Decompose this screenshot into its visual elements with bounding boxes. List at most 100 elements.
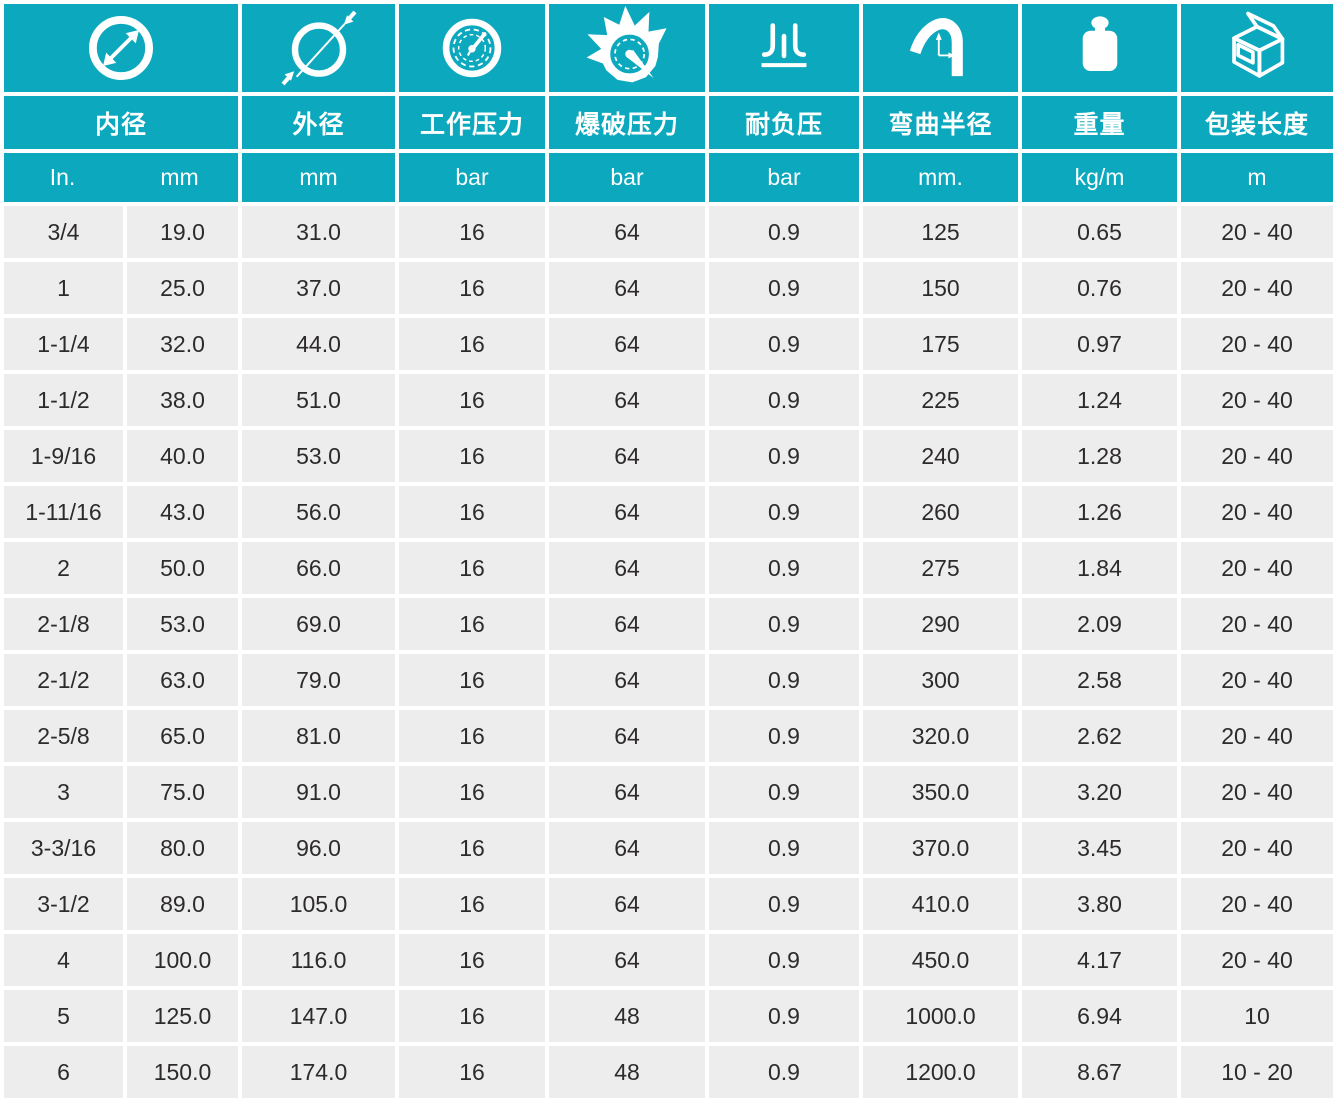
header-inner-diameter: 内径 bbox=[4, 96, 238, 149]
cell-id-mm: 150.0 bbox=[127, 1046, 238, 1098]
cell-weight: 3.80 bbox=[1022, 878, 1177, 930]
cell-bend-radius: 320.0 bbox=[863, 710, 1018, 762]
unit-weight: kg/m bbox=[1022, 153, 1177, 202]
cell-vacuum: 0.9 bbox=[709, 318, 859, 370]
cell-bend-radius: 175 bbox=[863, 318, 1018, 370]
cell-burst-pressure: 64 bbox=[549, 318, 705, 370]
inner-diameter-icon bbox=[89, 16, 153, 80]
label-row: 内径 外径 工作压力 爆破压力 耐负压 弯曲半径 重量 包装长度 bbox=[4, 96, 1333, 149]
cell-od-mm: 37.0 bbox=[242, 262, 395, 314]
icon-row bbox=[4, 4, 1333, 92]
cell-od-mm: 79.0 bbox=[242, 654, 395, 706]
cell-id-mm: 43.0 bbox=[127, 486, 238, 538]
weight-icon-cell bbox=[1022, 4, 1177, 92]
cell-burst-pressure: 64 bbox=[549, 598, 705, 650]
table-row: 3-1/2 89.0 105.0 16 64 0.9 410.0 3.80 20 - 40 bbox=[4, 878, 1333, 930]
package-icon bbox=[1232, 11, 1285, 78]
outer-diameter-icon bbox=[281, 10, 356, 86]
cell-burst-pressure: 64 bbox=[549, 542, 705, 594]
unit-mm: mm bbox=[160, 164, 199, 190]
cell-working-pressure: 16 bbox=[399, 374, 545, 426]
cell-id-mm: 32.0 bbox=[127, 318, 238, 370]
cell-id-inch: 1-11/16 bbox=[4, 486, 123, 538]
cell-id-inch: 3-3/16 bbox=[4, 822, 123, 874]
cell-od-mm: 81.0 bbox=[242, 710, 395, 762]
cell-od-mm: 51.0 bbox=[242, 374, 395, 426]
cell-id-inch: 1-1/2 bbox=[4, 374, 123, 426]
unit-row: In. mm mm bar bar bar mm. kg/m m bbox=[4, 153, 1333, 202]
cell-vacuum: 0.9 bbox=[709, 990, 859, 1042]
header-outer-diameter: 外径 bbox=[242, 96, 395, 149]
table-header: 内径 外径 工作压力 爆破压力 耐负压 弯曲半径 重量 包装长度 In. mm … bbox=[4, 4, 1333, 202]
unit-outer-diameter: mm bbox=[242, 153, 395, 202]
cell-burst-pressure: 64 bbox=[549, 822, 705, 874]
vacuum-icon bbox=[761, 23, 807, 68]
working-pressure-icon bbox=[442, 18, 502, 78]
cell-working-pressure: 16 bbox=[399, 318, 545, 370]
cell-packing-length: 10 - 20 bbox=[1181, 1046, 1333, 1098]
cell-burst-pressure: 64 bbox=[549, 654, 705, 706]
table-row: 1 25.0 37.0 16 64 0.9 150 0.76 20 - 40 bbox=[4, 262, 1333, 314]
cell-packing-length: 20 - 40 bbox=[1181, 766, 1333, 818]
cell-packing-length: 20 - 40 bbox=[1181, 710, 1333, 762]
cell-vacuum: 0.9 bbox=[709, 822, 859, 874]
cell-working-pressure: 16 bbox=[399, 710, 545, 762]
unit-working-pressure: bar bbox=[399, 153, 545, 202]
cell-burst-pressure: 64 bbox=[549, 430, 705, 482]
cell-weight: 8.67 bbox=[1022, 1046, 1177, 1098]
cell-id-inch: 2-5/8 bbox=[4, 710, 123, 762]
cell-bend-radius: 370.0 bbox=[863, 822, 1018, 874]
bend-radius-icon-cell bbox=[863, 4, 1018, 92]
cell-working-pressure: 16 bbox=[399, 822, 545, 874]
burst-pressure-icon-cell bbox=[549, 4, 705, 92]
cell-weight: 1.28 bbox=[1022, 430, 1177, 482]
cell-working-pressure: 16 bbox=[399, 206, 545, 258]
cell-working-pressure: 16 bbox=[399, 430, 545, 482]
cell-od-mm: 147.0 bbox=[242, 990, 395, 1042]
cell-working-pressure: 16 bbox=[399, 1046, 545, 1098]
cell-vacuum: 0.9 bbox=[709, 542, 859, 594]
cell-packing-length: 20 - 40 bbox=[1181, 542, 1333, 594]
cell-od-mm: 105.0 bbox=[242, 878, 395, 930]
cell-working-pressure: 16 bbox=[399, 486, 545, 538]
header-packing-length: 包装长度 bbox=[1181, 96, 1333, 149]
cell-id-mm: 100.0 bbox=[127, 934, 238, 986]
cell-od-mm: 116.0 bbox=[242, 934, 395, 986]
table-row: 5 125.0 147.0 16 48 0.9 1000.0 6.94 10 bbox=[4, 990, 1333, 1042]
cell-vacuum: 0.9 bbox=[709, 598, 859, 650]
table-row: 1-1/4 32.0 44.0 16 64 0.9 175 0.97 20 - 40 bbox=[4, 318, 1333, 370]
table-row: 2-5/8 65.0 81.0 16 64 0.9 320.0 2.62 20 - 40 bbox=[4, 710, 1333, 762]
cell-weight: 1.26 bbox=[1022, 486, 1177, 538]
cell-packing-length: 20 - 40 bbox=[1181, 878, 1333, 930]
cell-od-mm: 66.0 bbox=[242, 542, 395, 594]
cell-id-mm: 19.0 bbox=[127, 206, 238, 258]
table-row: 4 100.0 116.0 16 64 0.9 450.0 4.17 20 - 40 bbox=[4, 934, 1333, 986]
bend-radius-icon bbox=[909, 18, 963, 77]
cell-id-inch: 1-1/4 bbox=[4, 318, 123, 370]
table-body: 3/4 19.0 31.0 16 64 0.9 125 0.65 20 - 40 1 25.0 37.… bbox=[4, 206, 1333, 1098]
cell-id-inch: 2 bbox=[4, 542, 123, 594]
cell-bend-radius: 1000.0 bbox=[863, 990, 1018, 1042]
table-row: 1-9/16 40.0 53.0 16 64 0.9 240 1.28 20 - 40 bbox=[4, 430, 1333, 482]
cell-vacuum: 0.9 bbox=[709, 710, 859, 762]
cell-working-pressure: 16 bbox=[399, 766, 545, 818]
cell-working-pressure: 16 bbox=[399, 878, 545, 930]
cell-weight: 0.65 bbox=[1022, 206, 1177, 258]
cell-id-inch: 1 bbox=[4, 262, 123, 314]
cell-packing-length: 20 - 40 bbox=[1181, 430, 1333, 482]
cell-working-pressure: 16 bbox=[399, 654, 545, 706]
table-row: 2-1/2 63.0 79.0 16 64 0.9 300 2.58 20 - 40 bbox=[4, 654, 1333, 706]
cell-vacuum: 0.9 bbox=[709, 654, 859, 706]
table-row: 1-1/2 38.0 51.0 16 64 0.9 225 1.24 20 - 40 bbox=[4, 374, 1333, 426]
cell-id-mm: 40.0 bbox=[127, 430, 238, 482]
table-row: 6 150.0 174.0 16 48 0.9 1200.0 8.67 10 - 20 bbox=[4, 1046, 1333, 1098]
cell-id-mm: 80.0 bbox=[127, 822, 238, 874]
cell-vacuum: 0.9 bbox=[709, 486, 859, 538]
cell-bend-radius: 275 bbox=[863, 542, 1018, 594]
cell-bend-radius: 150 bbox=[863, 262, 1018, 314]
cell-vacuum: 0.9 bbox=[709, 878, 859, 930]
cell-weight: 4.17 bbox=[1022, 934, 1177, 986]
cell-od-mm: 31.0 bbox=[242, 206, 395, 258]
cell-bend-radius: 290 bbox=[863, 598, 1018, 650]
